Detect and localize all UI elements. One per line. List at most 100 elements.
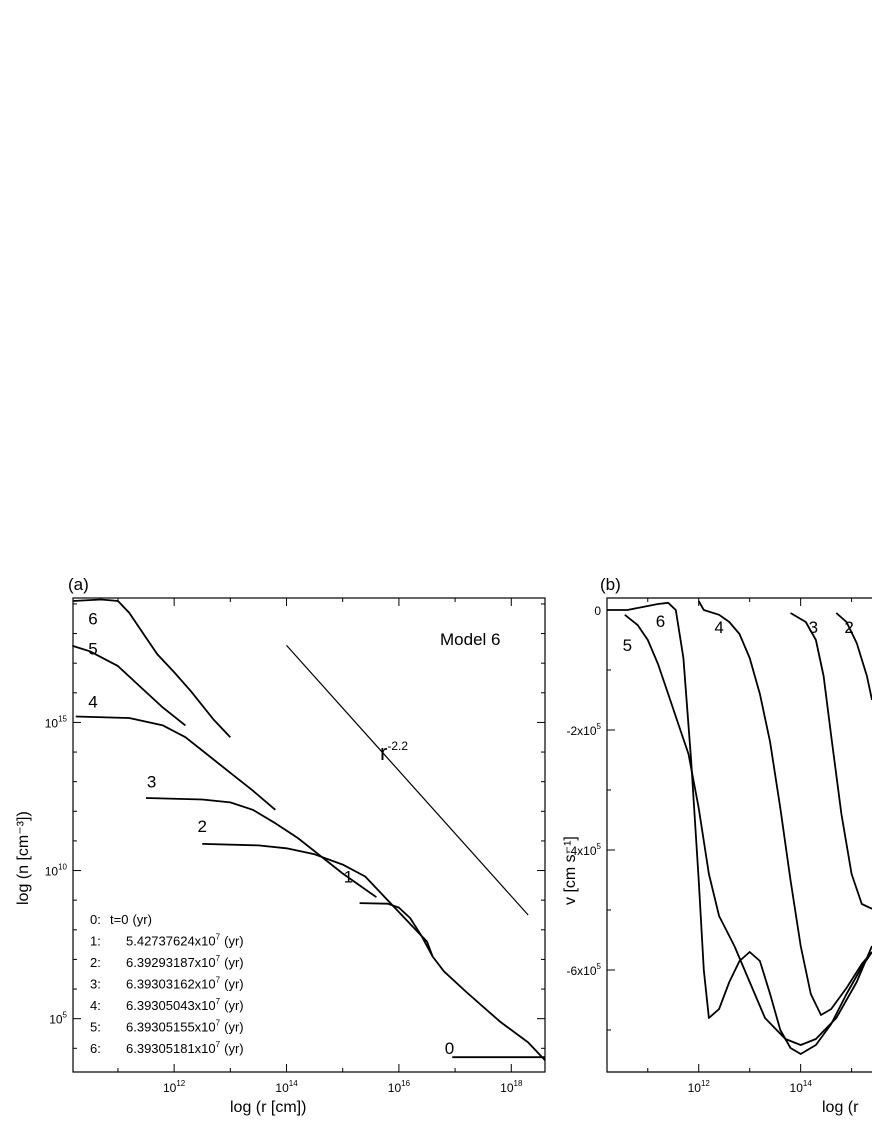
- x-tick-label-a: 1014: [275, 1079, 298, 1095]
- legend-value-base: 6.39303162x10: [126, 977, 216, 992]
- series-label-b-3: 3: [809, 618, 818, 637]
- x-tick-label-a-exp: 14: [289, 1079, 298, 1088]
- x-tick-label-b-exp: 14: [803, 1079, 812, 1088]
- series-label-a-0: 0: [445, 1039, 454, 1058]
- legend-value: 6.39293187x107 (yr): [126, 954, 244, 970]
- series-label-a-2: 2: [198, 817, 207, 836]
- x-tick-label-b-base: 10: [790, 1081, 804, 1095]
- legend-value-unit: (yr): [224, 977, 244, 992]
- x-tick-label-a-exp: 18: [514, 1079, 523, 1088]
- y-tick-label-b: 0: [594, 604, 601, 618]
- legend-value-exp: 7: [216, 976, 221, 985]
- legend-value: 5.42737624x107 (yr): [126, 933, 244, 949]
- legend-key: 4:: [90, 998, 101, 1013]
- panel-a-y-axis-label: log (n [cm⁻³]): [15, 811, 32, 905]
- legend-value-exp: 7: [216, 954, 221, 963]
- series-label-b-4: 4: [714, 618, 723, 637]
- legend-value-base: 5.42737624x10: [126, 934, 216, 949]
- y-tick-label-a-exp: 5: [63, 1011, 68, 1020]
- legend-value: 6.39303162x107 (yr): [126, 976, 244, 992]
- panel-b-x-ticks: 1012 1014: [647, 598, 853, 1095]
- y-tick-label-a: 1015: [45, 714, 68, 730]
- panel-b-y-axis-label: v [cm s⁻¹]: [562, 836, 579, 905]
- legend-value-unit: (yr): [224, 1020, 244, 1035]
- legend-value-exp: 7: [216, 933, 221, 942]
- panel-b: (b) 56 4 3 2 1012 1014 0-2x105-4x105-6x105 l…: [562, 575, 872, 1116]
- x-tick-label-a-base: 10: [500, 1081, 514, 1095]
- legend-value: t=0 (yr): [110, 912, 152, 927]
- curve-b-6: [607, 601, 872, 1055]
- legend-value-base: 6.39305181x10: [126, 1041, 216, 1056]
- y-tick-label-b-base: -6x10: [567, 964, 597, 978]
- x-tick-label-a: 1018: [500, 1079, 523, 1095]
- legend-value-base: 6.39305043x10: [126, 998, 216, 1013]
- series-label-a-5: 5: [88, 639, 97, 658]
- legend-value-unit: (yr): [132, 912, 152, 927]
- curve-a-6: [72, 598, 231, 738]
- panel-b-series-labels: 5 6 4 3 2: [623, 612, 854, 655]
- legend-value-base: 6.39293187x10: [126, 955, 216, 970]
- power-law-base: r: [380, 740, 387, 765]
- panel-a-frame: [72, 597, 546, 1073]
- y-tick-label-b-base: -2x10: [567, 724, 597, 738]
- legend-row: 1: 5.42737624x107 (yr): [90, 933, 244, 949]
- legend-row: 5: 6.39305155x107 (yr): [90, 1019, 244, 1035]
- curve-b-2: [835, 612, 872, 701]
- curve-a-2: [202, 843, 434, 957]
- y-tick-label-a-base: 10: [49, 1013, 63, 1027]
- legend-key: 5:: [90, 1020, 101, 1035]
- x-tick-label-a-exp: 16: [401, 1079, 410, 1088]
- x-tick-label-a: 1016: [388, 1079, 411, 1095]
- x-tick-label-a-base: 10: [275, 1081, 289, 1095]
- y-tick-label-a-base: 10: [45, 865, 59, 879]
- curve-b-5: [624, 614, 872, 1046]
- legend-value-exp: 7: [216, 1040, 221, 1049]
- panel-a-x-ticks: 1012 1014 1016 1018: [117, 598, 523, 1095]
- legend-value-unit: (yr): [224, 998, 244, 1013]
- curve-b-4: [697, 600, 872, 1016]
- panel-b-x-axis-label: log (r: [822, 1099, 859, 1116]
- curve-a-1: [359, 902, 546, 1061]
- y-tick-label-a: 1010: [45, 863, 68, 879]
- curve-b-3: [790, 612, 872, 910]
- legend-row: 6: 6.39305181x107 (yr): [90, 1040, 244, 1056]
- legend-value-unit: (yr): [224, 955, 244, 970]
- legend-value-exp: 7: [216, 1019, 221, 1028]
- power-law-exp: -2.2: [387, 739, 408, 753]
- panel-b-label: (b): [600, 575, 621, 594]
- legend: 0: t=0 (yr)1: 5.42737624x107 (yr)2: 6.3929318…: [90, 912, 244, 1056]
- x-tick-label-a-base: 10: [163, 1081, 177, 1095]
- legend-row: 0: t=0 (yr): [90, 912, 152, 927]
- y-tick-label-b: -6x105: [567, 962, 602, 978]
- series-label-b-2: 2: [844, 618, 853, 637]
- x-tick-label-b: 1014: [790, 1079, 813, 1095]
- legend-key: 6:: [90, 1041, 101, 1056]
- x-tick-label-b: 1012: [688, 1079, 711, 1095]
- series-label-b-5: 5: [623, 636, 632, 655]
- model-annotation: Model 6: [440, 630, 500, 649]
- legend-value-unit: (yr): [224, 1041, 244, 1056]
- series-label-a-6: 6: [88, 610, 97, 629]
- series-label-a-3: 3: [147, 773, 156, 792]
- legend-value-base: t=0: [110, 912, 128, 927]
- legend-row: 2: 6.39293187x107 (yr): [90, 954, 244, 970]
- x-tick-label-b-exp: 12: [701, 1079, 710, 1088]
- legend-value-exp: 7: [216, 997, 221, 1006]
- legend-key: 0:: [90, 912, 101, 927]
- panel-a-label: (a): [68, 575, 89, 594]
- y-tick-label-b: -4x105: [567, 842, 602, 858]
- legend-row: 3: 6.39303162x107 (yr): [90, 976, 244, 992]
- legend-value: 6.39305043x107 (yr): [126, 997, 244, 1013]
- legend-row: 4: 6.39305043x107 (yr): [90, 997, 244, 1013]
- legend-value: 6.39305181x107 (yr): [126, 1040, 244, 1056]
- panel-b-y-ticks: 0 -2x10 5-4x105 -6x105: [567, 604, 615, 1031]
- y-tick-label-b-exp: 5: [597, 842, 602, 851]
- x-tick-label-a-exp: 12: [176, 1079, 185, 1088]
- y-tick-label-a-base: 10: [45, 716, 59, 730]
- legend-value: 6.39305155x107 (yr): [126, 1019, 244, 1035]
- legend-value-unit: (yr): [224, 934, 244, 949]
- x-tick-label-a-base: 10: [388, 1081, 402, 1095]
- panel-b-curves: [607, 600, 872, 1055]
